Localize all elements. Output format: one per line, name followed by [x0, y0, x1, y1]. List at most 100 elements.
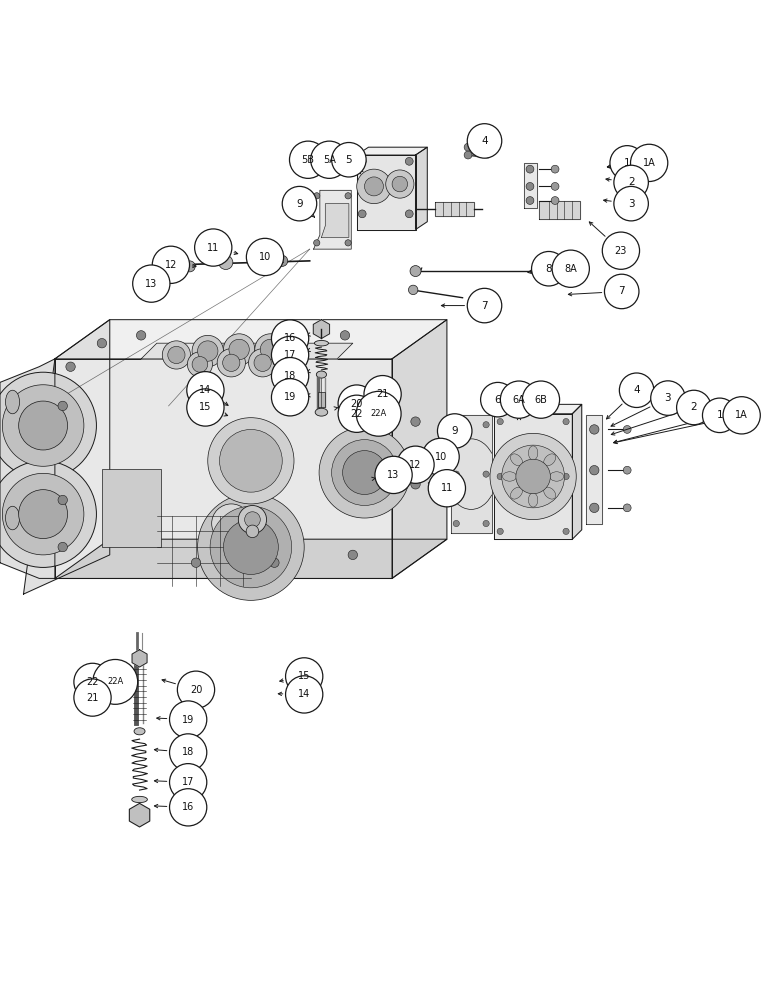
Circle shape: [246, 525, 259, 538]
Circle shape: [453, 471, 459, 477]
Text: 4: 4: [633, 385, 640, 395]
Circle shape: [238, 505, 267, 534]
Circle shape: [184, 261, 195, 272]
Text: 8A: 8A: [564, 264, 577, 274]
Circle shape: [551, 197, 559, 204]
Polygon shape: [129, 803, 150, 827]
Circle shape: [386, 170, 414, 198]
Circle shape: [194, 229, 232, 266]
Circle shape: [310, 141, 348, 178]
Text: 15: 15: [199, 402, 212, 412]
Circle shape: [356, 391, 401, 436]
Circle shape: [502, 445, 564, 508]
Circle shape: [497, 418, 503, 425]
Polygon shape: [435, 202, 474, 216]
Text: 4: 4: [481, 136, 488, 146]
Text: 5: 5: [346, 155, 352, 165]
Text: 16: 16: [284, 333, 296, 343]
Text: 22: 22: [86, 677, 99, 687]
Circle shape: [187, 352, 212, 377]
Circle shape: [526, 197, 534, 204]
Text: 10: 10: [259, 252, 271, 262]
Circle shape: [563, 528, 569, 534]
Circle shape: [483, 422, 489, 428]
Text: 1A: 1A: [735, 410, 748, 420]
Polygon shape: [314, 190, 351, 249]
Circle shape: [630, 144, 668, 182]
Polygon shape: [357, 147, 427, 155]
Text: 17: 17: [284, 350, 296, 360]
Circle shape: [217, 349, 245, 377]
Circle shape: [358, 157, 366, 165]
Polygon shape: [55, 359, 392, 578]
Circle shape: [332, 440, 397, 505]
Text: 22A: 22A: [371, 409, 387, 418]
Circle shape: [522, 381, 560, 418]
Text: 12: 12: [165, 260, 177, 270]
Circle shape: [590, 425, 599, 434]
Circle shape: [74, 663, 111, 701]
Circle shape: [437, 414, 472, 448]
Circle shape: [58, 542, 67, 552]
Text: 2: 2: [691, 402, 697, 412]
Circle shape: [246, 238, 284, 276]
Text: 18: 18: [284, 371, 296, 381]
Circle shape: [271, 320, 309, 357]
Circle shape: [220, 429, 282, 492]
Text: 20: 20: [190, 685, 202, 695]
Circle shape: [332, 142, 366, 177]
Polygon shape: [55, 320, 447, 359]
Circle shape: [2, 385, 84, 466]
Circle shape: [497, 528, 503, 534]
Text: 19: 19: [182, 715, 194, 725]
Circle shape: [623, 466, 631, 474]
Text: 6A: 6A: [513, 395, 525, 405]
Circle shape: [619, 373, 654, 407]
Circle shape: [345, 193, 351, 199]
Circle shape: [526, 182, 534, 190]
Ellipse shape: [5, 390, 20, 414]
Bar: [102, 469, 161, 547]
Text: 3: 3: [665, 393, 671, 403]
Text: 23: 23: [615, 246, 627, 256]
Circle shape: [411, 417, 420, 426]
Circle shape: [483, 520, 489, 527]
Text: 14: 14: [199, 385, 212, 395]
Circle shape: [314, 193, 320, 199]
Text: 6: 6: [495, 395, 501, 405]
Circle shape: [483, 471, 489, 477]
Polygon shape: [524, 163, 537, 208]
Polygon shape: [416, 147, 427, 230]
Circle shape: [516, 459, 550, 494]
Circle shape: [187, 389, 224, 426]
Text: 9: 9: [452, 426, 458, 436]
Ellipse shape: [550, 472, 564, 481]
Circle shape: [590, 466, 599, 475]
Circle shape: [191, 558, 201, 567]
Ellipse shape: [132, 796, 147, 803]
Ellipse shape: [316, 371, 326, 378]
Circle shape: [169, 764, 207, 801]
Text: 16: 16: [182, 802, 194, 812]
Circle shape: [271, 379, 309, 416]
Circle shape: [285, 676, 323, 713]
Circle shape: [198, 341, 218, 361]
Circle shape: [229, 339, 249, 360]
Circle shape: [58, 495, 67, 505]
Circle shape: [408, 285, 418, 295]
Polygon shape: [132, 650, 147, 667]
Text: 7: 7: [481, 301, 488, 311]
Ellipse shape: [134, 728, 145, 735]
Circle shape: [132, 265, 170, 302]
Polygon shape: [451, 415, 492, 533]
Circle shape: [210, 506, 292, 588]
Text: 15: 15: [298, 671, 310, 681]
Circle shape: [464, 151, 472, 159]
Circle shape: [338, 395, 376, 432]
Circle shape: [405, 157, 413, 165]
Circle shape: [610, 146, 644, 180]
Circle shape: [271, 358, 309, 395]
Circle shape: [270, 558, 279, 567]
Ellipse shape: [544, 487, 556, 499]
Circle shape: [152, 246, 190, 283]
